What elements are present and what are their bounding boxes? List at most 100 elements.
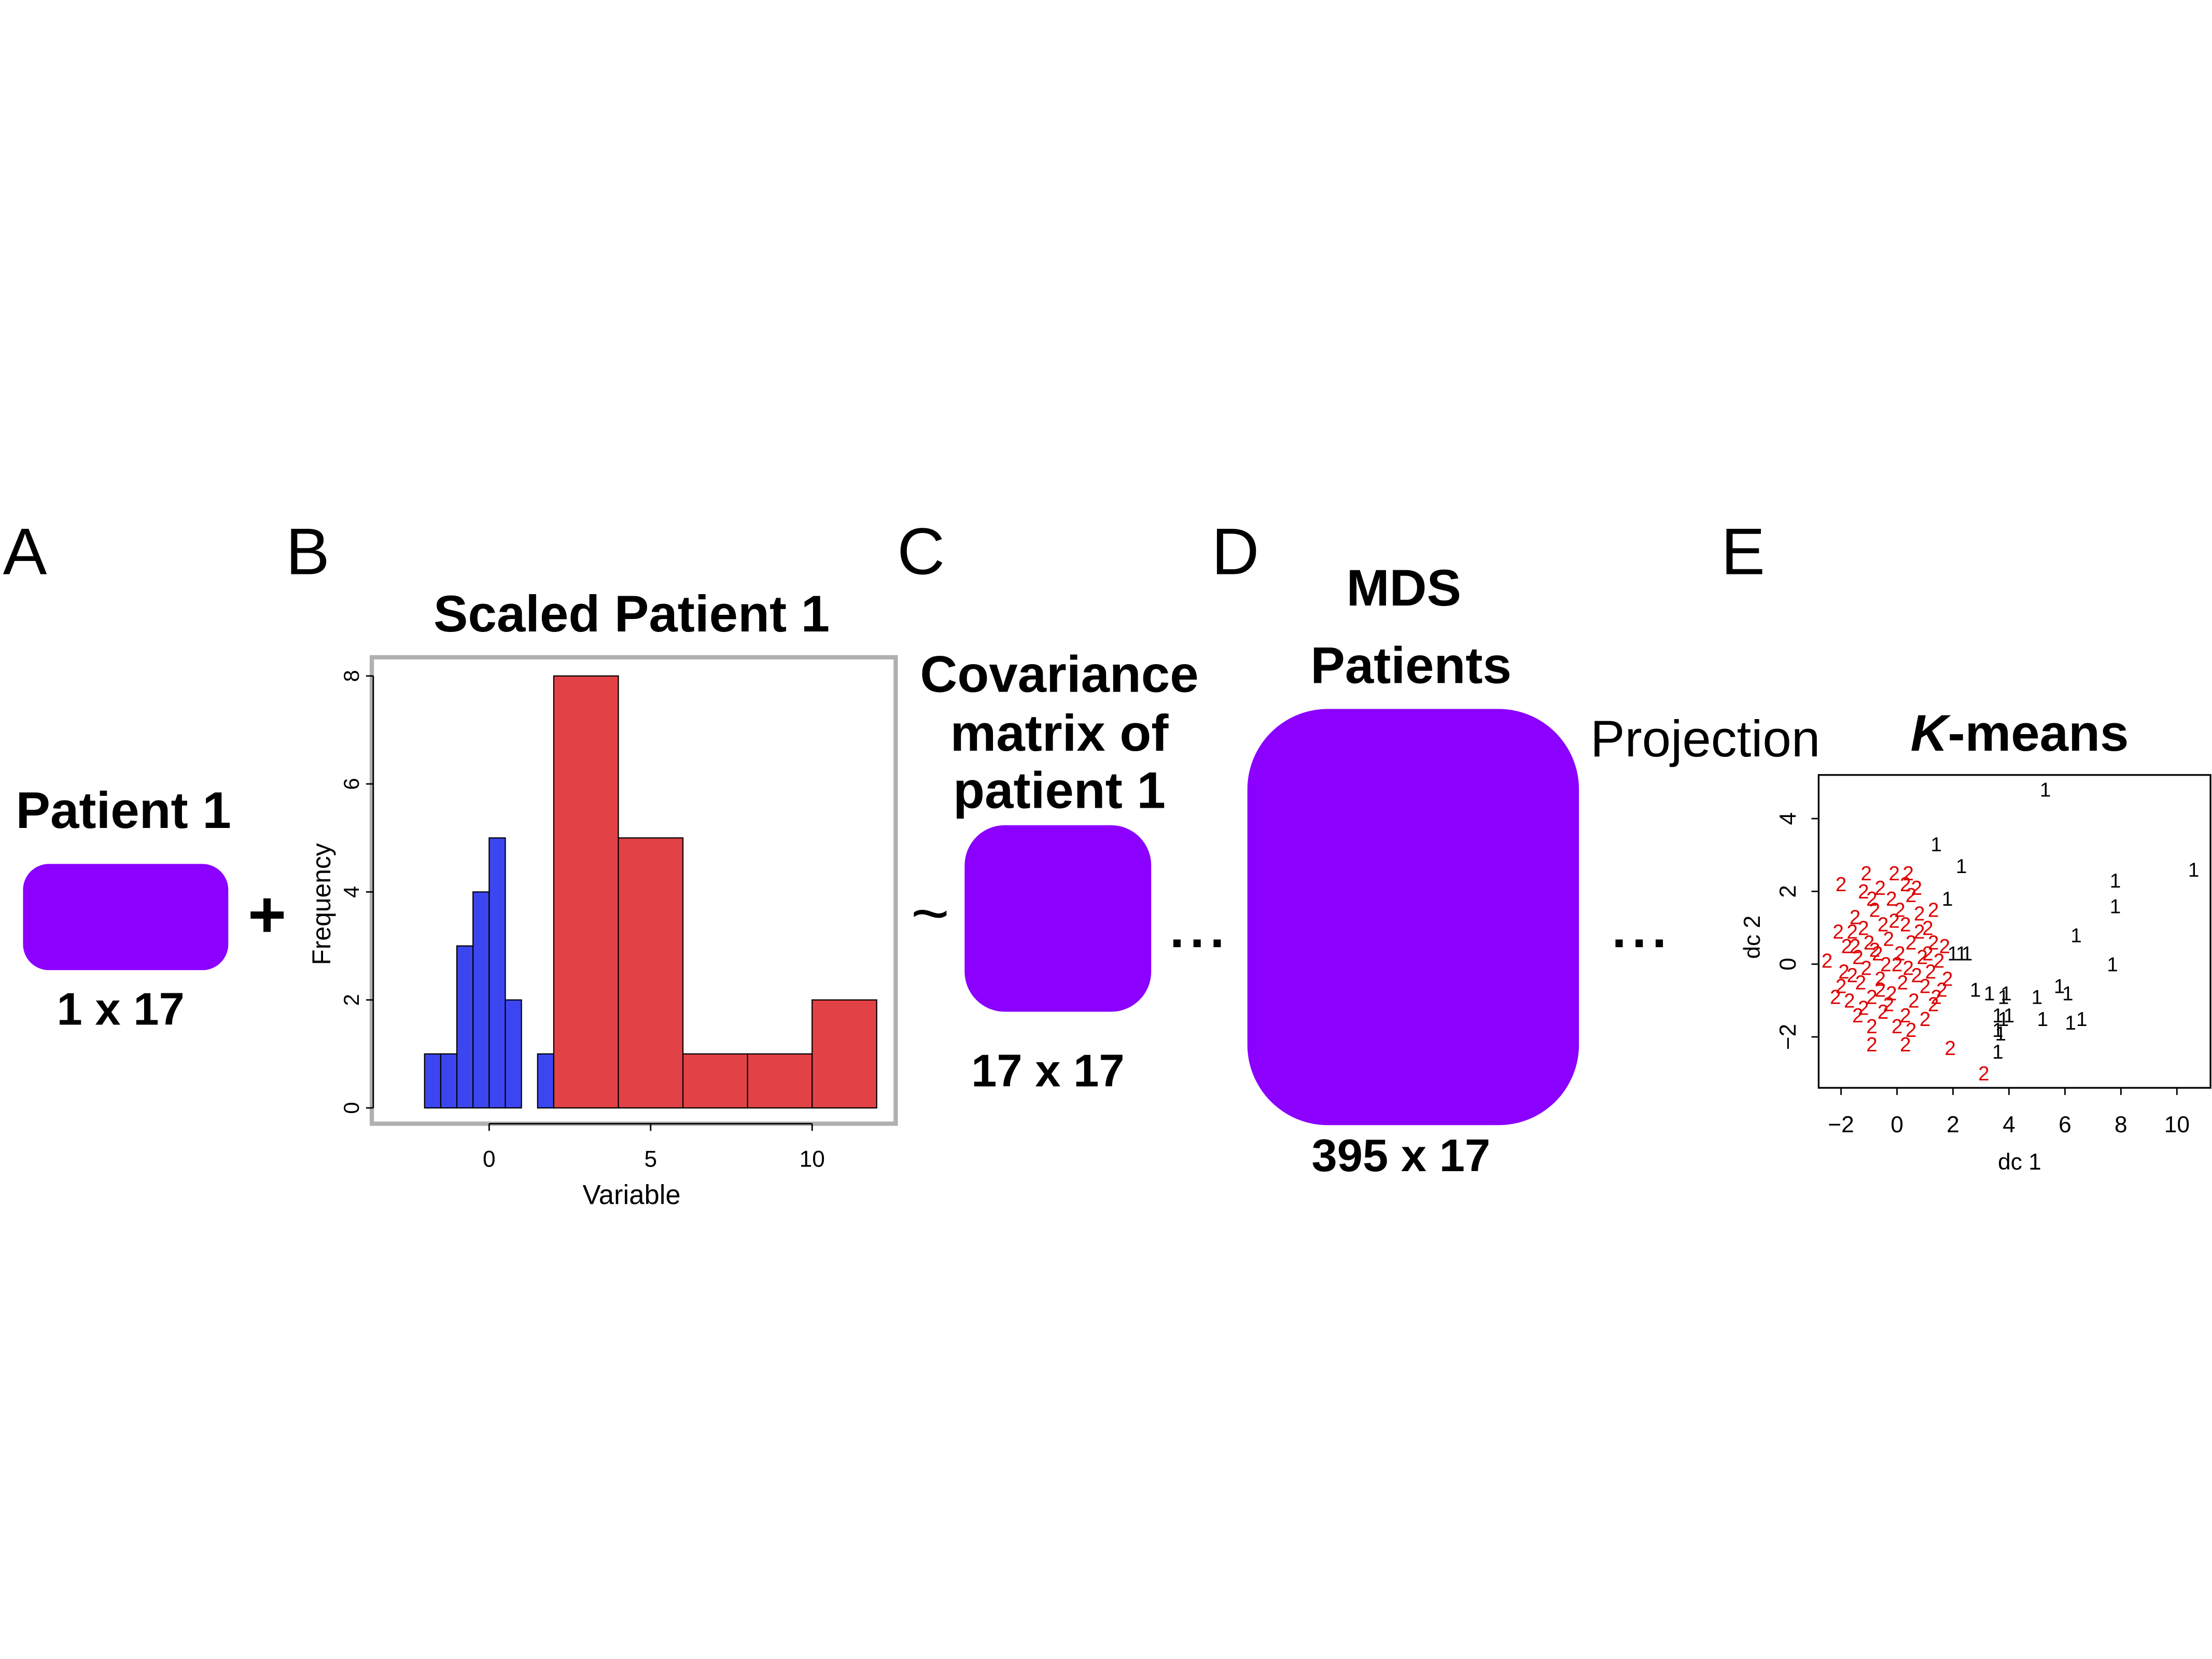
panel-letter-a: A — [3, 514, 47, 588]
scatter-point-cluster-2: 2 — [1850, 906, 1861, 929]
scatter-point-cluster-2: 2 — [1939, 935, 1951, 958]
patient-1-title: Patient 1 — [16, 782, 231, 839]
patient-vector-dims: 1 x 17 — [57, 983, 185, 1034]
scatter-x-tick-label: 4 — [2003, 1112, 2015, 1137]
histogram-bar-blue-1 — [440, 1053, 458, 1109]
scatter-point-cluster-2: 2 — [1900, 1005, 1911, 1027]
histogram-x-tick-label: 10 — [800, 1147, 825, 1172]
scatter-frame — [1817, 774, 2211, 1089]
mds-title-line-1: MDS — [1347, 559, 1461, 617]
histogram-bar-blue-5 — [505, 999, 522, 1109]
panel-a: A Patient 1 1 x 17 + — [3, 514, 287, 1034]
histogram-x-axis-label: Variable — [583, 1179, 681, 1210]
scatter-point-cluster-1: 1 — [2065, 1012, 2076, 1034]
scatter-point-cluster-2: 2 — [1855, 972, 1867, 994]
scatter-point-cluster-2: 2 — [1846, 921, 1858, 943]
scatter-point-cluster-2: 2 — [1888, 863, 1900, 885]
histogram-bar-red-2 — [682, 1053, 748, 1109]
panel-letter-c: C — [897, 514, 945, 588]
histogram-y-axis-label: Frequency — [307, 843, 336, 965]
histogram-bar-blue-3 — [472, 891, 490, 1109]
scatter-y-tick-label: 4 — [1775, 812, 1801, 825]
scatter-point-cluster-1: 1 — [1992, 1005, 2004, 1027]
scatter-point-cluster-2: 2 — [1928, 994, 1939, 1016]
scatter-point-cluster-2: 2 — [1836, 976, 1847, 998]
covariance-title-line-1: Covariance — [920, 645, 1198, 703]
scatter-point-cluster-2: 2 — [1852, 946, 1864, 968]
scatter-point-cluster-1: 1 — [2000, 983, 2012, 1005]
histogram-y-tick-label: 0 — [339, 1102, 363, 1114]
scatter-point-cluster-1: 1 — [1998, 1008, 2009, 1031]
scatter-point-cluster-2: 2 — [1836, 874, 1847, 896]
scatter-x-tick-label: 10 — [2164, 1112, 2190, 1137]
scatter-point-cluster-2: 2 — [1894, 943, 1906, 965]
scatter-point-cluster-1: 1 — [2054, 976, 2065, 998]
scatter-point-cluster-1: 1 — [2110, 895, 2121, 918]
scatter-point-cluster-2: 2 — [1822, 950, 1833, 973]
scatter-point-cluster-2: 2 — [1874, 979, 1886, 1002]
scatter-point-cluster-2: 2 — [1858, 881, 1869, 903]
scatter-point-cluster-2: 2 — [1886, 888, 1897, 910]
scatter-y-axis-label: dc 2 — [1740, 916, 1765, 959]
scatter-point-cluster-1: 1 — [1956, 943, 1967, 965]
ellipsis-d-e: ... — [1612, 901, 1672, 959]
scatter-point-cluster-2: 2 — [1874, 968, 1886, 991]
panel-letter-d: D — [1211, 514, 1259, 588]
scatter-point-cluster-1: 1 — [1962, 943, 1973, 965]
scatter-point-cluster-2: 2 — [1928, 899, 1939, 921]
histogram-bar-blue-2 — [456, 945, 474, 1109]
scatter-point-cluster-2: 2 — [1922, 917, 1934, 939]
covariance-matrix-block — [964, 825, 1152, 1012]
covariance-title-line-2: matrix of — [950, 705, 1169, 762]
scatter-point-cluster-1: 1 — [1970, 979, 1981, 1002]
scatter-point-cluster-2: 2 — [1911, 965, 1923, 987]
scatter-point-cluster-2: 2 — [1866, 1034, 1878, 1056]
scatter-point-cluster-2: 2 — [1906, 884, 1917, 907]
scatter-point-cluster-2: 2 — [1934, 950, 1945, 973]
scatter-point-cluster-2: 2 — [1832, 921, 1844, 943]
covariance-title-line-3: patient 1 — [953, 762, 1166, 819]
histogram-title: Scaled Patient 1 — [433, 585, 830, 643]
scatter-point-cluster-2: 2 — [1864, 932, 1875, 954]
scatter-point-cluster-2: 2 — [1914, 921, 1925, 943]
plus-operator: + — [248, 878, 286, 951]
histogram-x-tick-label: 0 — [483, 1147, 496, 1172]
scatter-point-cluster-2: 2 — [1906, 1019, 1917, 1042]
histogram-bar-red-0 — [553, 675, 619, 1109]
scatter-point-cluster-2: 2 — [1886, 983, 1897, 1005]
histogram-y-tick-label: 4 — [339, 886, 363, 898]
scatter-point-cluster-2: 2 — [1900, 1034, 1911, 1056]
scatter-x-tick-label: 0 — [1891, 1112, 1903, 1137]
kmeans-title-rest: -means — [1948, 705, 2129, 762]
scatter-point-cluster-1: 1 — [1948, 943, 1959, 965]
scatter-point-cluster-2: 2 — [1860, 863, 1872, 885]
scatter-point-cluster-1: 1 — [1995, 1023, 2006, 1045]
scatter-point-cluster-1: 1 — [2037, 1008, 2048, 1031]
mds-matrix-block — [1247, 709, 1579, 1126]
scatter-x-tick-label: −2 — [1828, 1112, 1854, 1137]
scatter-point-cluster-2: 2 — [1883, 928, 1895, 950]
scatter-x-tick-label: 2 — [1947, 1112, 1959, 1137]
scatter-x-axis-label: dc 1 — [1998, 1149, 2041, 1175]
panel-letter-e: E — [1721, 514, 1765, 588]
scatter-point-cluster-2: 2 — [1858, 917, 1869, 939]
mds-title-line-2: Patients — [1310, 637, 1511, 695]
scatter-point-cluster-2: 2 — [1936, 979, 1948, 1002]
scatter-point-cluster-2: 2 — [1942, 968, 1953, 991]
histogram-bar-blue-4 — [488, 837, 506, 1109]
scatter-point-cluster-2: 2 — [1978, 1063, 1990, 1085]
histogram-bar-blue-0 — [424, 1053, 442, 1109]
scatter-point-cluster-2: 2 — [1858, 997, 1869, 1020]
scatter-y-tick-label: 0 — [1775, 958, 1801, 971]
scatter-point-cluster-2: 2 — [1852, 1005, 1864, 1027]
scatter-point-cluster-1: 1 — [2070, 924, 2082, 947]
scatter-point-cluster-2: 2 — [1894, 899, 1906, 921]
scatter-point-cluster-2: 2 — [1900, 874, 1911, 896]
scatter-point-cluster-2: 2 — [1892, 954, 1903, 976]
histogram-chart: 0 2 4 6 8 0 5 10 Variable Frequency — [307, 670, 877, 1210]
scatter-point-cluster-2: 2 — [1900, 913, 1911, 936]
mds-dims: 395 x 17 — [1311, 1130, 1490, 1181]
histogram-bar-red-4 — [811, 999, 877, 1109]
scatter-x-tick-label: 8 — [2115, 1112, 2127, 1137]
